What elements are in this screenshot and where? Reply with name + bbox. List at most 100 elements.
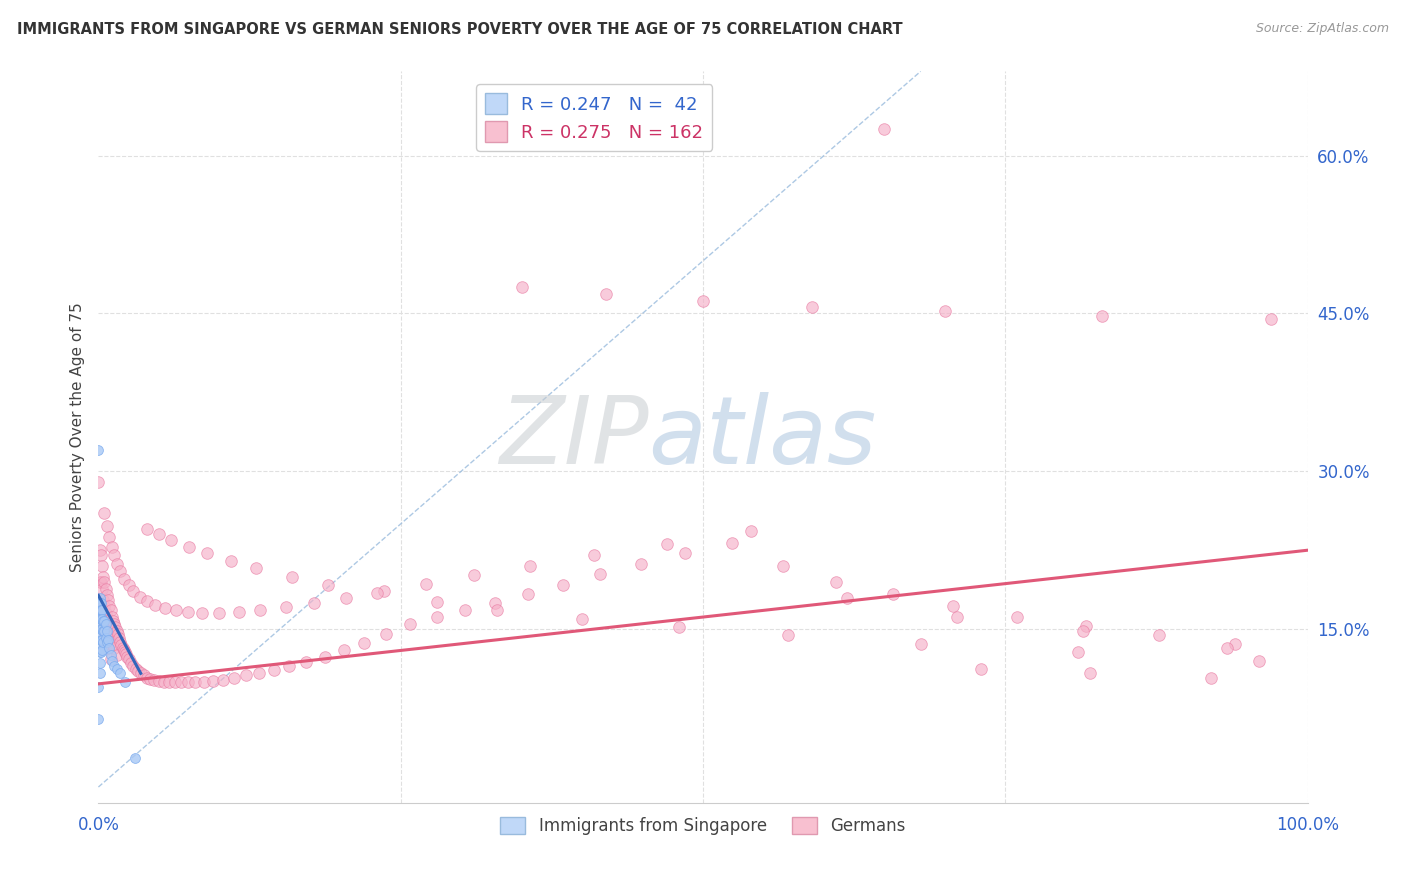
Point — [101, 614, 124, 628]
Point — [97, 592, 120, 607]
Point — [87, 475, 110, 489]
Point — [105, 662, 128, 676]
Point — [91, 582, 114, 596]
Point — [1007, 609, 1029, 624]
Point — [934, 304, 956, 318]
Y-axis label: Seniors Poverty Over the Age of 75: Seniors Poverty Over the Age of 75 — [69, 302, 84, 572]
Point — [91, 612, 114, 626]
Text: Source: ZipAtlas.com: Source: ZipAtlas.com — [1256, 22, 1389, 36]
Point — [571, 612, 593, 626]
Point — [89, 591, 111, 605]
Point — [221, 554, 243, 568]
Point — [222, 671, 245, 685]
Point — [177, 674, 200, 689]
Point — [486, 603, 509, 617]
Point — [96, 634, 118, 648]
Point — [89, 601, 111, 615]
Point — [595, 287, 617, 301]
Point — [942, 599, 965, 613]
Point — [105, 648, 128, 663]
Point — [124, 750, 146, 764]
Point — [94, 582, 117, 596]
Point — [117, 649, 139, 664]
Point — [98, 529, 121, 543]
Point — [191, 607, 214, 621]
Point — [98, 624, 121, 639]
Point — [263, 663, 285, 677]
Point — [100, 654, 122, 668]
Point — [692, 293, 714, 308]
Point — [122, 659, 145, 673]
Point — [160, 533, 183, 547]
Point — [143, 598, 166, 612]
Point — [97, 641, 120, 656]
Point — [235, 668, 257, 682]
Point — [135, 671, 157, 685]
Point — [970, 662, 993, 676]
Point — [195, 546, 218, 560]
Point — [1078, 666, 1101, 681]
Point — [108, 634, 131, 648]
Point — [399, 616, 422, 631]
Point — [108, 564, 131, 578]
Point — [1147, 628, 1170, 642]
Point — [118, 578, 141, 592]
Point — [353, 636, 375, 650]
Point — [93, 614, 115, 628]
Point — [90, 574, 112, 589]
Point — [97, 616, 120, 631]
Point — [89, 620, 111, 634]
Point — [91, 632, 114, 647]
Point — [157, 674, 180, 689]
Point — [249, 603, 271, 617]
Point — [94, 616, 117, 631]
Point — [314, 649, 336, 664]
Point — [89, 645, 111, 659]
Point — [98, 641, 121, 656]
Point — [105, 557, 128, 571]
Point — [454, 603, 477, 617]
Point — [93, 599, 115, 613]
Point — [93, 624, 115, 639]
Point — [152, 674, 174, 689]
Point — [100, 603, 122, 617]
Point — [135, 522, 157, 536]
Point — [108, 666, 131, 681]
Point — [91, 603, 114, 617]
Point — [247, 666, 270, 681]
Point — [97, 632, 120, 647]
Point — [91, 569, 114, 583]
Point — [100, 648, 122, 663]
Point — [91, 622, 114, 636]
Point — [89, 666, 111, 681]
Point — [375, 627, 398, 641]
Point — [129, 666, 152, 681]
Point — [484, 596, 506, 610]
Point — [281, 569, 304, 583]
Text: IMMIGRANTS FROM SINGAPORE VS GERMAN SENIORS POVERTY OVER THE AGE OF 75 CORRELATI: IMMIGRANTS FROM SINGAPORE VS GERMAN SENI… — [17, 22, 903, 37]
Point — [163, 674, 186, 689]
Point — [1223, 637, 1246, 651]
Point — [1249, 654, 1271, 668]
Point — [91, 592, 114, 607]
Point — [93, 507, 115, 521]
Point — [673, 546, 696, 560]
Point — [519, 559, 541, 574]
Point — [108, 631, 131, 645]
Point — [134, 668, 156, 682]
Point — [89, 637, 111, 651]
Point — [193, 674, 215, 689]
Point — [179, 540, 201, 554]
Point — [90, 632, 112, 647]
Point — [125, 662, 148, 676]
Point — [110, 638, 132, 652]
Point — [516, 587, 538, 601]
Point — [87, 443, 110, 458]
Point — [112, 643, 135, 657]
Point — [100, 609, 122, 624]
Point — [111, 641, 134, 656]
Point — [776, 628, 799, 642]
Point — [104, 620, 127, 634]
Point — [873, 122, 896, 136]
Point — [278, 659, 301, 673]
